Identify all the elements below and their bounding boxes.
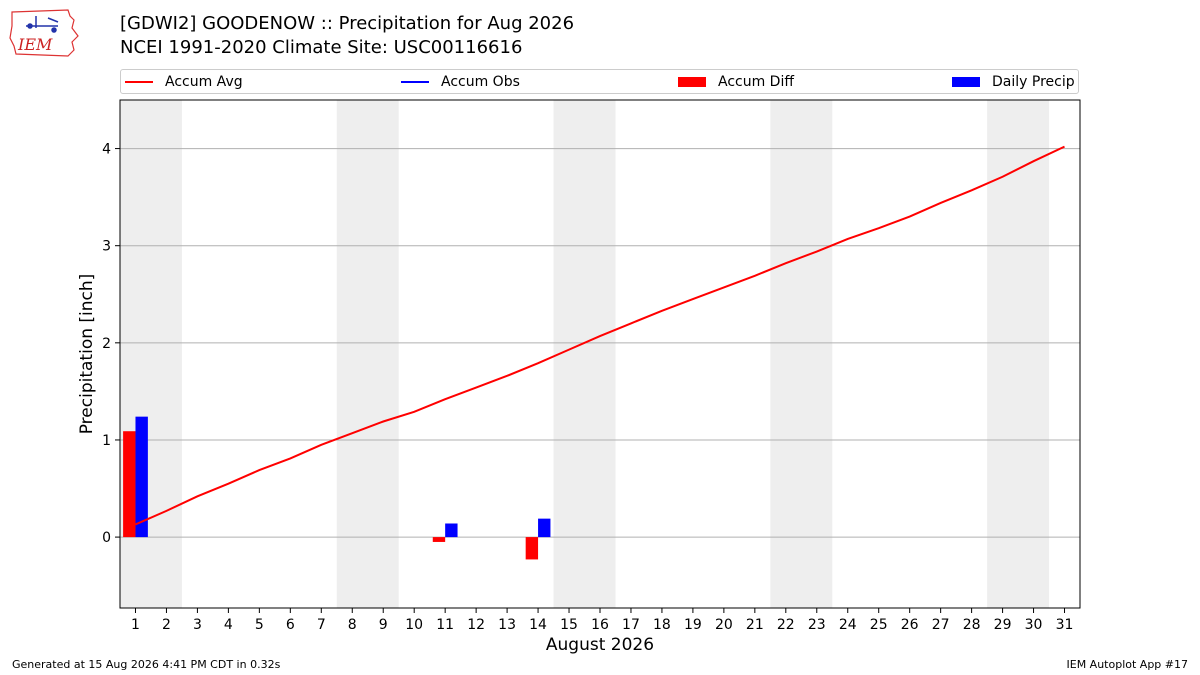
legend-daily-precip-swatch: [952, 76, 980, 87]
x-tick-label: 23: [808, 617, 826, 633]
footer-app: IEM Autoplot App #17: [1066, 658, 1189, 671]
x-tick-label: 25: [870, 617, 888, 633]
x-tick-label: 20: [715, 617, 733, 633]
legend-daily-precip: Daily Precip: [952, 70, 1075, 93]
x-tick-label: 4: [224, 617, 233, 633]
legend-accum-obs-swatch: [401, 80, 429, 83]
daily-precip-bar: [135, 416, 148, 538]
x-tick-label: 28: [963, 617, 981, 633]
y-tick-label: 0: [102, 530, 111, 546]
weekend-shade: [336, 100, 399, 608]
x-tick-label: 9: [379, 617, 388, 633]
x-tick-label: 29: [994, 617, 1012, 633]
x-tick-label: 22: [777, 617, 795, 633]
x-tick-label: 21: [746, 617, 764, 633]
x-tick-label: 5: [255, 617, 264, 633]
legend-accum-diff-swatch: [678, 76, 706, 87]
x-tick-label: 7: [317, 617, 326, 633]
accum-avg-line: [135, 145, 1065, 526]
x-tick-label: 10: [405, 617, 423, 633]
accum-diff-bar: [432, 537, 446, 542]
daily-precip-bar: [445, 523, 458, 538]
x-tick-label: 30: [1025, 617, 1043, 633]
y-tick-label: 3: [102, 239, 111, 255]
x-tick-label: 19: [684, 617, 702, 633]
x-tick-label: 1: [131, 617, 140, 633]
legend-daily-precip-label: Daily Precip: [992, 73, 1075, 90]
accum-diff-bar: [123, 431, 136, 538]
x-tick-label: 12: [467, 617, 485, 633]
y-tick-label: 2: [102, 336, 111, 352]
logo-text: IEM: [17, 35, 53, 54]
weekend-shade: [553, 100, 616, 608]
x-tick-label: 2: [162, 617, 171, 633]
y-tick-label: 4: [102, 142, 111, 158]
weekend-shade: [770, 100, 833, 608]
x-tick-label: 17: [622, 617, 640, 633]
iowa-outline-icon: [9, 9, 79, 57]
daily-precip-bar: [538, 518, 551, 538]
weekend-shade: [987, 100, 1050, 608]
legend-accum-obs: Accum Obs: [401, 70, 520, 93]
x-tick-label: 3: [193, 617, 202, 633]
x-tick-label: 31: [1056, 617, 1074, 633]
x-tick-label: 24: [839, 617, 857, 633]
x-tick-label: 11: [436, 617, 454, 633]
chart-subtitle: NCEI 1991-2020 Climate Site: USC00116616: [120, 37, 523, 58]
legend-accum-obs-label: Accum Obs: [441, 73, 520, 90]
iem-logo: IEM: [9, 9, 79, 57]
accum-diff-bar: [525, 537, 539, 560]
y-tick-label: 1: [102, 433, 111, 449]
x-tick-label: 6: [286, 617, 295, 633]
legend-accum-avg: Accum Avg: [125, 70, 243, 93]
legend: Accum Avg Accum Obs Accum Diff Daily Pre…: [120, 69, 1079, 94]
legend-accum-diff-label: Accum Diff: [718, 73, 795, 90]
x-tick-label: 13: [498, 617, 516, 633]
x-tick-label: 16: [591, 617, 609, 633]
x-tick-label: 26: [901, 617, 919, 633]
weather-station-icon: [26, 16, 59, 33]
legend-accum-avg-label: Accum Avg: [165, 73, 243, 90]
x-tick-label: 18: [653, 617, 671, 633]
legend-accum-avg-swatch: [125, 80, 153, 83]
chart-title: [GDWI2] GOODENOW :: Precipitation for Au…: [120, 13, 575, 34]
x-tick-label: 14: [529, 617, 547, 633]
x-tick-label: 27: [932, 617, 950, 633]
legend-accum-diff: Accum Diff: [678, 70, 794, 93]
x-axis-label: August 2026: [546, 635, 654, 655]
footer-generated: Generated at 15 Aug 2026 4:41 PM CDT in …: [12, 658, 281, 671]
x-tick-label: 8: [348, 617, 357, 633]
y-axis-label: Precipitation [inch]: [77, 274, 97, 435]
x-tick-label: 15: [560, 617, 578, 633]
